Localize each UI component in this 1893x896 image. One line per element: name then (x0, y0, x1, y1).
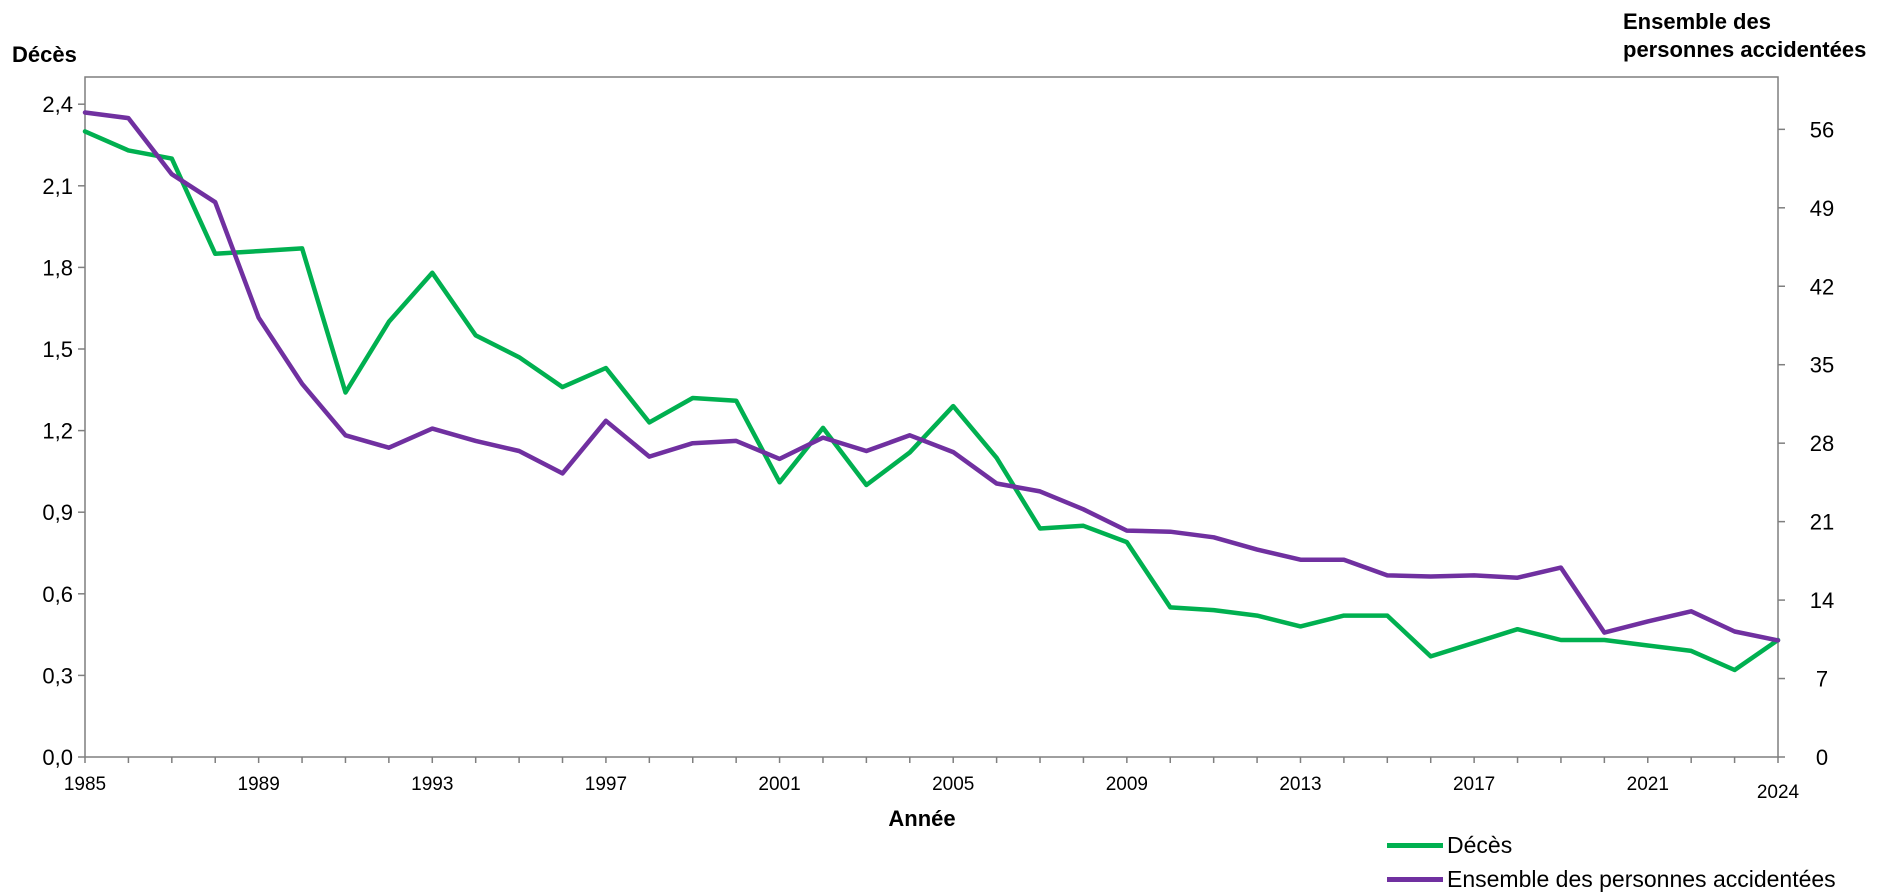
x-axis-tick-label: 1985 (64, 774, 106, 795)
x-axis-tick-label: 2021 (1627, 774, 1669, 795)
left-axis-tick-label: 0,3 (42, 663, 73, 688)
x-axis-tick-label: 1989 (238, 774, 280, 795)
right-axis-title-line-2: personnes accidentées (1623, 37, 1866, 62)
legend-swatch-deces (1387, 842, 1443, 848)
x-axis-tick-label: 1997 (585, 774, 627, 795)
left-axis-tick-label: 0,0 (42, 745, 73, 770)
left-axis-tick-label: 2,4 (42, 92, 73, 117)
x-axis-tick-label: 2005 (932, 774, 974, 795)
right-axis-tick-label: 14 (1810, 588, 1834, 613)
left-axis-tick-label: 1,8 (42, 255, 73, 280)
x-axis-tick-labels: 1985 1989 1993 1997 2001 2005 2009 2013 2017 2021… (64, 774, 1800, 803)
right-axis-tick-label: 56 (1810, 117, 1834, 142)
x-axis-tick-label: 1993 (411, 774, 453, 795)
left-axis-title: Décès (12, 42, 77, 67)
right-axis-tick-label: 42 (1810, 274, 1834, 299)
legend-item-ensemble: Ensemble des personnes accidentées (1387, 862, 1836, 896)
series-line-deces (82, 129, 1781, 673)
left-axis-tick-labels: 0,0 0,3 0,6 0,9 1,2 1,5 1,8 2,1 2,4 (42, 92, 73, 770)
right-axis-tick-label: 7 (1816, 667, 1828, 692)
x-axis-tick-label: 2009 (1106, 774, 1148, 795)
right-axis-tick-label: 35 (1810, 353, 1834, 378)
plot-area (84, 76, 1779, 758)
legend-item-deces: Décès (1387, 828, 1836, 862)
left-axis-tick-label: 1,2 (42, 419, 73, 444)
x-axis-tick-label: 2024 (1757, 782, 1800, 803)
x-axis-tick-label: 2013 (1279, 774, 1321, 795)
legend-swatch-ensemble (1387, 876, 1443, 882)
legend: Décès Ensemble des personnes accidentées (1387, 828, 1836, 896)
x-axis-tick-label: 2017 (1453, 774, 1495, 795)
right-axis-title-line-1: Ensemble des (1623, 9, 1771, 34)
right-axis-tick-label: 49 (1810, 196, 1834, 221)
right-axis-tick-label: 21 (1810, 510, 1834, 535)
series-lines (82, 110, 1781, 673)
axis-ticks (78, 103, 1785, 763)
right-axis-tick-label: 0 (1816, 745, 1828, 770)
legend-label-ensemble: Ensemble des personnes accidentées (1447, 865, 1836, 892)
right-axis-tick-labels: 0 7 14 21 28 35 42 49 56 (1810, 117, 1834, 770)
x-axis-tick-label: 2001 (758, 774, 800, 795)
right-axis-tick-label: 28 (1810, 431, 1834, 456)
x-axis-title: Année (888, 806, 955, 831)
left-axis-tick-label: 0,9 (42, 500, 73, 525)
legend-label-deces: Décès (1447, 831, 1513, 858)
left-axis-tick-label: 2,1 (42, 174, 73, 199)
series-line-ensemble (82, 110, 1781, 643)
left-axis-tick-label: 1,5 (42, 337, 73, 362)
left-axis-tick-label: 0,6 (42, 582, 73, 607)
